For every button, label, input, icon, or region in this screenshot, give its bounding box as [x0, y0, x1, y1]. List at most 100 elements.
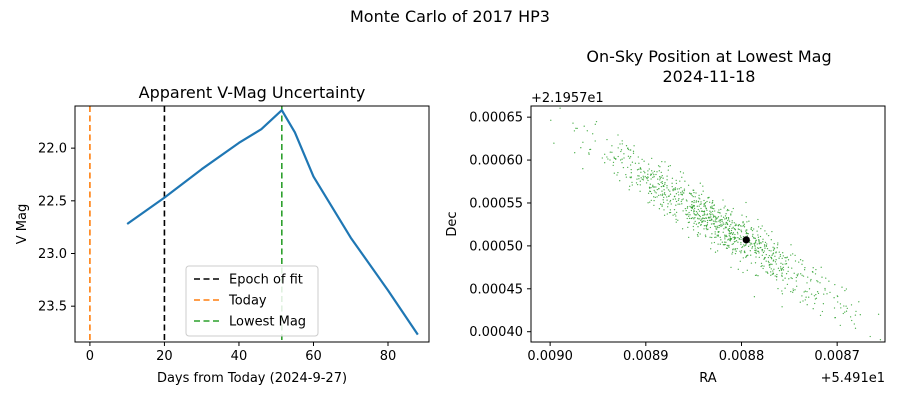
- sky-scatter-point: [675, 215, 677, 217]
- sky-scatter-point: [732, 226, 734, 228]
- sky-scatter-point: [739, 235, 742, 237]
- sky-scatter-point: [775, 252, 777, 254]
- sky-scatter-point: [762, 267, 764, 270]
- sky-scatter-point: [736, 247, 738, 250]
- sky-scatter-point: [786, 256, 788, 258]
- sky-scatter-point: [716, 217, 719, 219]
- sky-scatter-point: [657, 182, 659, 185]
- sky-scatter-point: [659, 176, 661, 178]
- sky-scatter-point: [649, 201, 651, 203]
- sky-scatter-point: [601, 157, 603, 159]
- sky-scatter-point: [652, 172, 654, 174]
- sky-scatter-point: [814, 302, 816, 305]
- sky-scatter-point: [588, 152, 590, 154]
- sky-scatter-point: [724, 218, 726, 220]
- sky-scatter-point: [701, 218, 703, 220]
- sky-scatter-point: [781, 306, 783, 308]
- sky-scatter-point: [678, 188, 680, 190]
- sky-scatter-point: [669, 190, 671, 192]
- sky-scatter-point: [731, 222, 733, 224]
- sky-scatter-point: [667, 189, 670, 191]
- sky-scatter-point: [728, 238, 730, 240]
- sky-scatter-point: [669, 211, 672, 214]
- sky-scatter-point: [723, 241, 726, 243]
- sky-scatter-point: [695, 200, 698, 202]
- sky-scatter-point: [756, 247, 759, 249]
- sky-scatter-point: [741, 214, 743, 216]
- sky-scatter-point: [630, 168, 632, 171]
- sky-scatter-point: [742, 221, 744, 223]
- sky-scatter-point: [734, 240, 736, 243]
- sky-scatter-point: [717, 235, 719, 237]
- sky-scatter-point: [702, 214, 704, 217]
- sky-scatter-point: [692, 225, 694, 228]
- vmag-y-tick-label: 23.5: [38, 300, 67, 315]
- sky-scatter-point: [678, 194, 680, 196]
- sky-scatter-point: [793, 272, 795, 274]
- sky-scatter-point: [794, 260, 797, 262]
- sky-scatter-point: [660, 181, 662, 184]
- sky-x-label: RA: [699, 371, 717, 386]
- sky-scatter-point: [752, 233, 754, 236]
- vmag-legend-box: [185, 265, 319, 337]
- sky-scatter-point: [817, 292, 820, 295]
- sky-scatter-point: [844, 311, 846, 313]
- sky-scatter-point: [781, 275, 783, 278]
- sky-scatter-point: [714, 215, 716, 217]
- sky-scatter-point: [734, 228, 736, 230]
- sky-scatter-point: [574, 152, 576, 154]
- sky-scatter-point: [755, 249, 757, 251]
- sky-scatter-point: [661, 205, 663, 207]
- sky-scatter-point: [703, 214, 705, 216]
- sky-scatter-point: [747, 245, 750, 248]
- sky-scatter-point: [758, 239, 760, 242]
- sky-scatter-point: [826, 293, 828, 295]
- sky-scatter-point: [650, 192, 653, 195]
- sky-scatter-point: [751, 247, 753, 249]
- sky-y-tick-label: 0.00065: [469, 111, 523, 126]
- sky-scatter-point: [662, 201, 665, 204]
- sky-scatter-point: [821, 310, 824, 313]
- sky-scatter-point: [817, 281, 819, 283]
- sky-scatter-point: [718, 224, 720, 227]
- sky-scatter-point: [711, 210, 714, 213]
- sky-scatter-point: [664, 181, 666, 184]
- sky-scatter-point: [738, 223, 740, 226]
- sky-scatter-point: [685, 199, 688, 201]
- sky-scatter-point: [729, 238, 732, 241]
- sky-scatter-point: [735, 240, 738, 242]
- sky-scatter-point: [730, 214, 732, 216]
- sky-scatter-point: [845, 310, 848, 312]
- sky-scatter-point: [757, 250, 760, 253]
- vmag-axes: Apparent V-Mag Uncertainty 0 20 40 60 80 22.…: [15, 83, 430, 386]
- sky-scatter-point: [705, 224, 708, 227]
- sky-scatter-point: [774, 261, 777, 263]
- sky-scatter-point: [702, 221, 704, 223]
- sky-scatter-point: [619, 180, 621, 182]
- sky-scatter-point: [670, 203, 672, 205]
- sky-scatter-point: [711, 207, 714, 210]
- sky-scatter-point: [730, 232, 732, 234]
- sky-scatter-point: [623, 157, 625, 159]
- sky-scatter-point: [724, 238, 726, 240]
- sky-scatter-point: [770, 274, 772, 276]
- sky-scatter-point: [650, 186, 652, 189]
- sky-scatter-point: [728, 235, 730, 237]
- sky-scatter-point: [691, 194, 693, 197]
- sky-scatter-point: [627, 155, 630, 157]
- sky-scatter-point: [690, 209, 693, 212]
- sky-scatter-point: [784, 263, 786, 265]
- sky-scatter-point: [735, 250, 737, 252]
- sky-scatter-point: [686, 206, 689, 208]
- sky-scatter-point: [822, 303, 825, 305]
- sky-scatter-point: [630, 149, 632, 151]
- sky-scatter-point: [654, 196, 656, 199]
- sky-scatter-point: [746, 235, 748, 237]
- sky-scatter-point: [787, 259, 790, 261]
- sky-scatter-point: [758, 241, 760, 243]
- sky-scatter-point: [658, 208, 661, 210]
- sky-scatter-point: [745, 243, 747, 245]
- sky-scatter-point: [768, 261, 770, 264]
- sky-scatter-point: [669, 199, 672, 202]
- sky-scatter-point: [837, 301, 839, 303]
